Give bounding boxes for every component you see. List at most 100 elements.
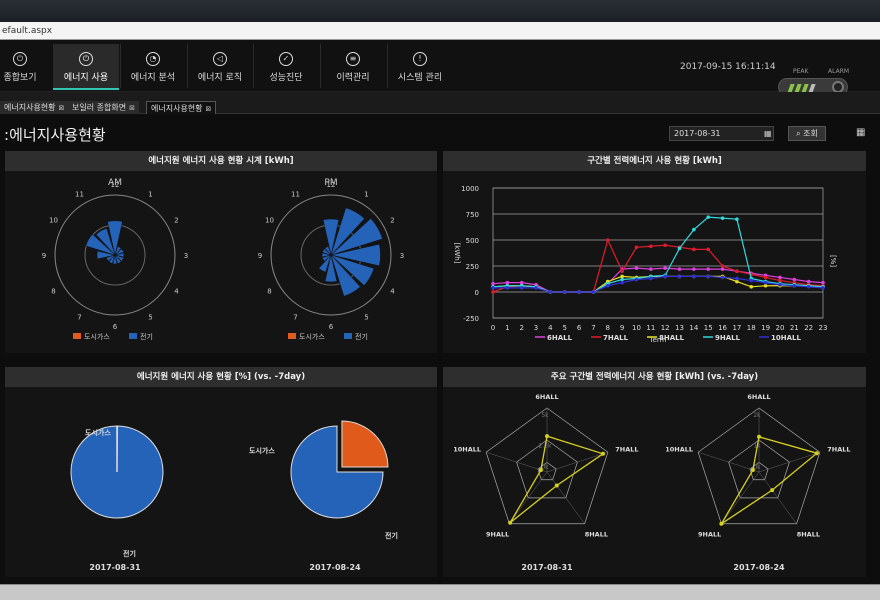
x-tick-label: 4 bbox=[548, 324, 553, 332]
series-point bbox=[634, 245, 639, 250]
nav-item-6[interactable]: ! 시스템 관리 bbox=[387, 44, 453, 90]
close-icon[interactable]: ⊠ bbox=[129, 104, 135, 112]
nav-label: 에너지 사용 bbox=[63, 73, 109, 83]
series-point bbox=[749, 278, 754, 283]
series-point bbox=[763, 283, 768, 288]
clock-panel: 에너지원 에너지 사용 현황 시계 [kWh] AM5k0k1212345678… bbox=[5, 151, 437, 353]
pie-gas-label: 도시가스 bbox=[85, 428, 111, 437]
radar-series bbox=[720, 435, 819, 525]
nav-label: 이력관리 bbox=[336, 73, 370, 83]
x-tick-label: 0 bbox=[491, 324, 495, 332]
radar-point bbox=[757, 434, 761, 439]
series-point bbox=[763, 280, 768, 285]
legend-gas-swatch bbox=[73, 333, 81, 339]
series-point bbox=[663, 274, 667, 279]
legend-gas-label: 도시가스 bbox=[84, 332, 110, 341]
legend-label: 10HALL bbox=[771, 334, 801, 342]
tab-energy-usage[interactable]: 에너지사용현황 ⊠ bbox=[0, 101, 69, 114]
series-point bbox=[519, 280, 524, 285]
clock-title: AM bbox=[108, 178, 122, 188]
series-point bbox=[778, 278, 782, 283]
calendar-icon[interactable]: ▦ bbox=[764, 129, 772, 138]
date-input[interactable]: 2017-08-31 bbox=[669, 126, 774, 141]
nav-label: 에너지 로직 bbox=[197, 73, 243, 83]
clock-elec-wedge bbox=[321, 252, 332, 258]
series-point bbox=[505, 286, 510, 290]
radar-point bbox=[770, 488, 775, 493]
nav-label: 에너지 분석 bbox=[130, 73, 176, 83]
legend-label: 7HALL bbox=[603, 334, 629, 342]
series-point bbox=[605, 238, 610, 242]
search-button[interactable]: ⌕ 조회 bbox=[788, 126, 826, 141]
radar-spoke bbox=[509, 471, 548, 524]
close-icon[interactable]: ⊠ bbox=[58, 104, 65, 112]
legend-gas-swatch bbox=[288, 333, 296, 339]
radar-chart: 5k2.5k0k6HALL7HALL8HALL9HALL10HALL2017-0… bbox=[453, 393, 850, 572]
tab-energy-usage-active[interactable]: 에너지사용현황 ⊠ bbox=[146, 101, 217, 114]
x-tick-label: 17 bbox=[732, 324, 741, 332]
series-point bbox=[677, 246, 682, 251]
check-icon: ✓ bbox=[279, 52, 293, 66]
nav-item-3[interactable]: ◁ 에너지 로직 bbox=[187, 44, 253, 90]
series-point bbox=[735, 269, 739, 273]
clock-elec-wedge bbox=[324, 254, 338, 283]
nav-item-0[interactable]: ⏻ 종합보기 bbox=[0, 44, 40, 90]
nav-separator bbox=[253, 44, 254, 88]
radar-point bbox=[538, 468, 543, 473]
address-bar[interactable]: efault.aspx bbox=[0, 22, 880, 40]
clock-chart: AM5k0k121234567891011PM5k0k1212345678910… bbox=[42, 178, 404, 341]
series-point bbox=[491, 290, 495, 294]
series-point bbox=[792, 283, 797, 288]
series-point bbox=[634, 277, 639, 282]
radar-point bbox=[545, 434, 549, 439]
series-point bbox=[634, 266, 639, 270]
series-point bbox=[692, 267, 696, 271]
series-point bbox=[620, 269, 624, 273]
series-point bbox=[548, 290, 553, 294]
page-title: :에너지사용현황 bbox=[4, 126, 106, 144]
grid-icon[interactable]: ▦ bbox=[856, 127, 866, 138]
series-point bbox=[649, 244, 653, 249]
clock-hour-label: 5 bbox=[148, 313, 152, 321]
series-point bbox=[706, 215, 711, 219]
series-point bbox=[821, 280, 825, 285]
x-tick-label: 15 bbox=[704, 324, 713, 332]
clock-hour-label: 3 bbox=[400, 252, 404, 260]
radar-axis-label: 7HALL bbox=[615, 446, 638, 454]
legend-label: 8HALL bbox=[659, 334, 685, 342]
nav-item-4[interactable]: ✓ 성능진단 bbox=[253, 44, 319, 90]
series-point bbox=[749, 285, 754, 289]
series-point bbox=[763, 275, 768, 280]
pie-panel: 에너지원 에너지 사용 현황 [%] (vs. -7day) 도시가스 전기 201… bbox=[5, 367, 437, 577]
nav-item-2[interactable]: ◔ 에너지 분석 bbox=[120, 44, 186, 90]
clock-elec-wedge bbox=[107, 220, 123, 256]
x-tick-label: 18 bbox=[747, 324, 756, 332]
tab-label: 에너지사용현황 bbox=[151, 104, 203, 113]
taskbar bbox=[0, 584, 880, 600]
bullet-icon: : bbox=[4, 126, 10, 144]
close-icon[interactable]: ⊠ bbox=[205, 105, 212, 113]
radar-panel: 주요 구간별 전력에너지 사용 현황 [kWh] (vs. -7day) 5k 2… bbox=[443, 367, 866, 577]
x-tick-label: 20 bbox=[775, 324, 784, 332]
radar-spoke bbox=[758, 471, 797, 524]
pie-panel-title: 에너지원 에너지 사용 현황 [%] (vs. -7day) bbox=[5, 367, 437, 387]
clock-elec-wedge bbox=[96, 250, 116, 260]
x-tick-label: 1 bbox=[505, 324, 509, 332]
radar-point bbox=[600, 451, 605, 456]
series-point bbox=[735, 279, 739, 284]
radar-date: 2017-08-24 bbox=[733, 563, 785, 572]
logic-icon: ◁ bbox=[213, 52, 227, 66]
nav-item-5[interactable]: ≡ 이력관리 bbox=[320, 44, 386, 90]
radar-ring bbox=[749, 461, 769, 481]
radar-ring bbox=[537, 461, 557, 481]
x-tick-label: 21 bbox=[790, 324, 799, 332]
clock-title: PM bbox=[324, 178, 337, 188]
series-point bbox=[692, 227, 696, 232]
nav-item-1[interactable]: ⏻ 에너지 사용 bbox=[53, 44, 119, 90]
tab-boiler[interactable]: 보일러 종합화면 ⊠ bbox=[68, 101, 139, 114]
clock-elec-wedge bbox=[114, 252, 125, 258]
clock-hour-label: 11 bbox=[291, 191, 300, 199]
clock-elec-wedge bbox=[114, 248, 124, 256]
clock-elec-wedge bbox=[106, 254, 116, 262]
alarm-label: ALARM bbox=[828, 68, 850, 75]
